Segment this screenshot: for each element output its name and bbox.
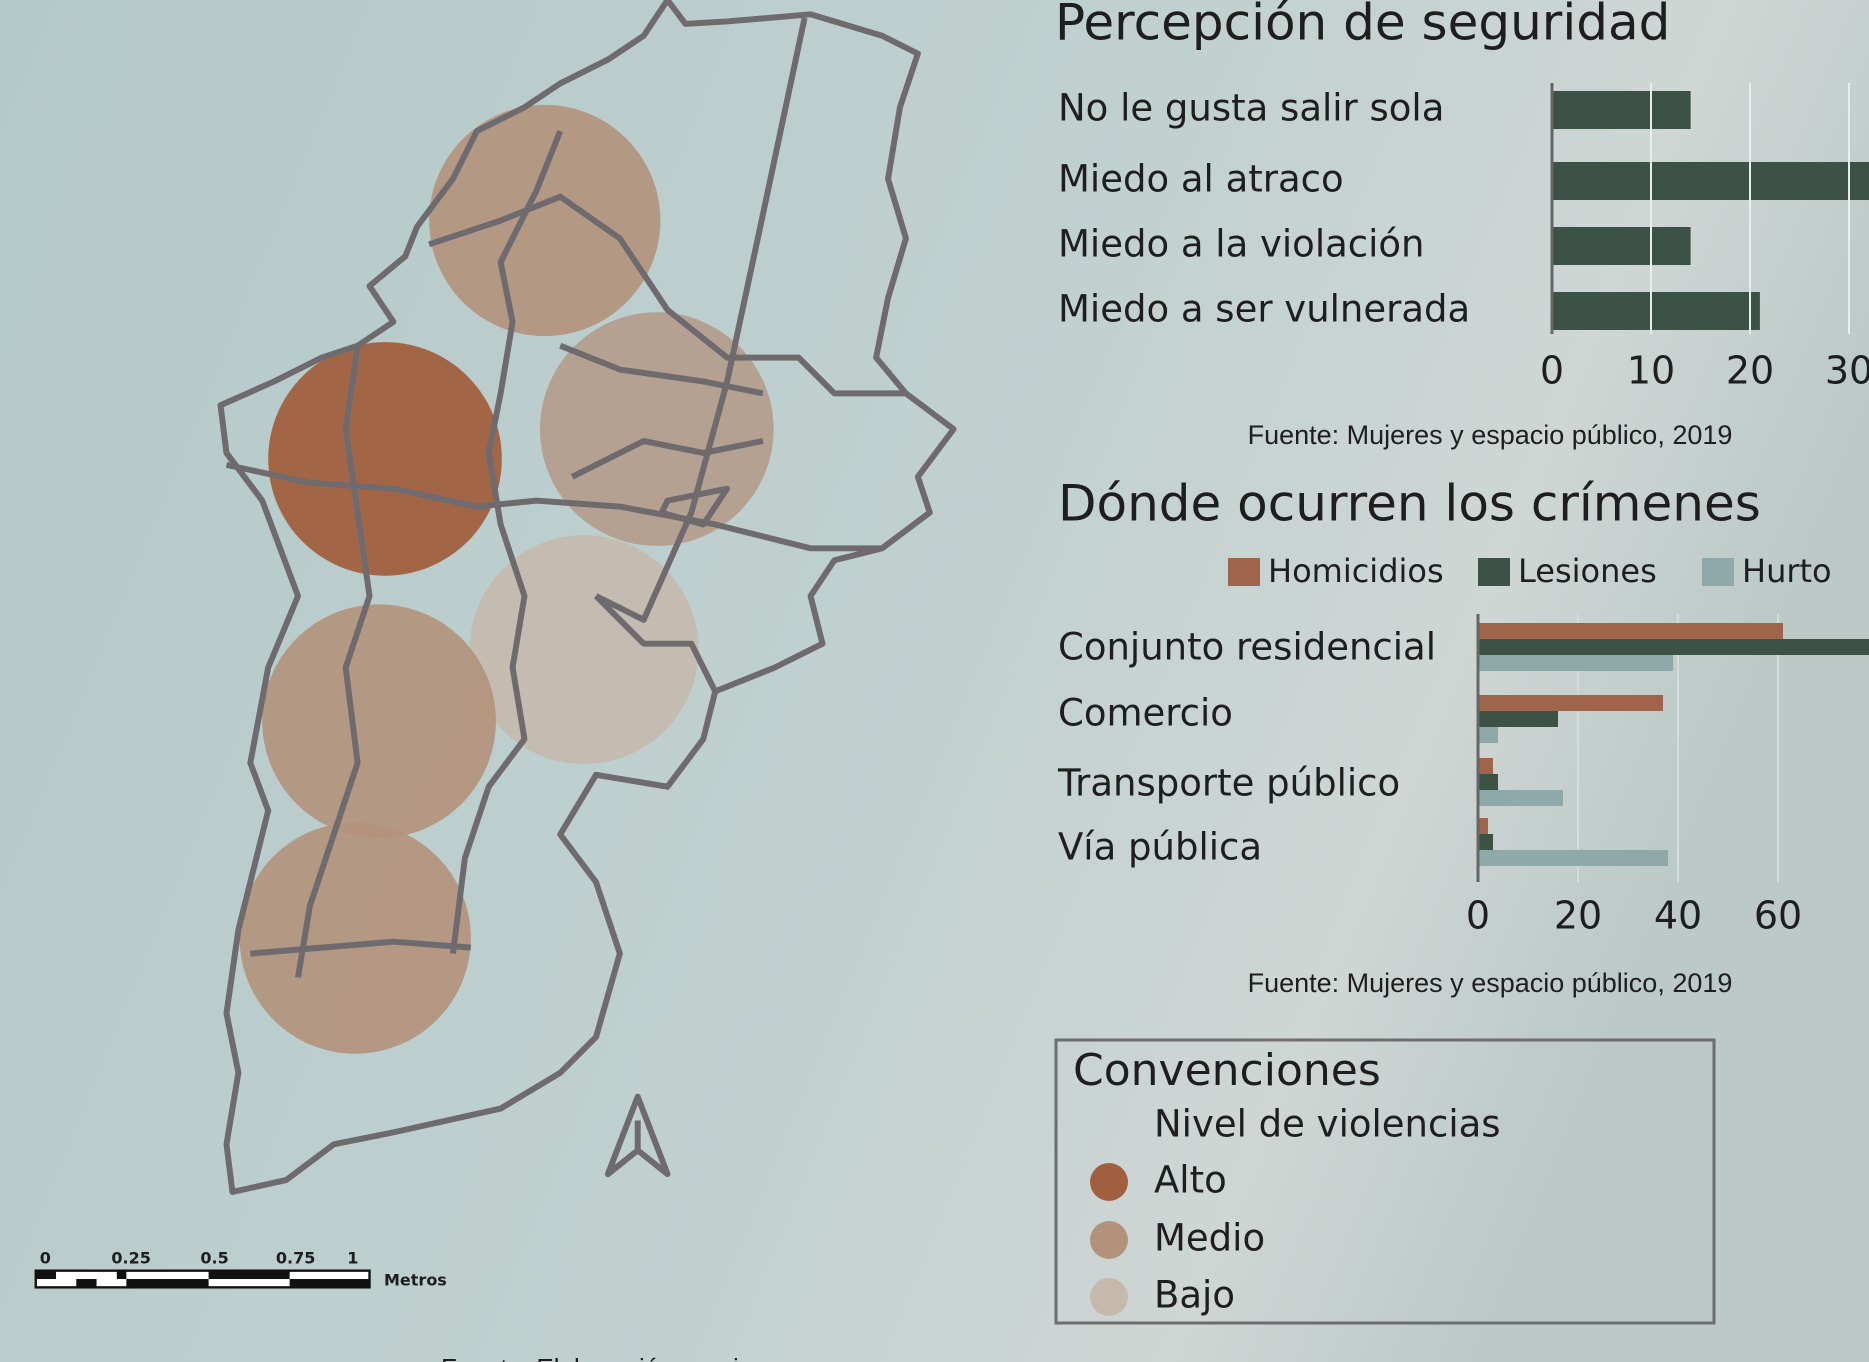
bar bbox=[1478, 774, 1498, 790]
district-outline bbox=[217, 0, 957, 1195]
bar bbox=[1478, 790, 1563, 806]
bar bbox=[1552, 292, 1760, 330]
chart-title: Dónde ocurren los crímenes bbox=[1058, 475, 1761, 533]
legend-label: Medio bbox=[1154, 1217, 1265, 1260]
legend-swatch bbox=[1478, 558, 1510, 586]
district-line bbox=[450, 130, 564, 954]
bar bbox=[1552, 91, 1691, 129]
district-line bbox=[559, 342, 764, 397]
bar bbox=[1478, 727, 1498, 743]
legend-label: Homicidios bbox=[1268, 552, 1444, 590]
category-label: Vía pública bbox=[1058, 826, 1262, 869]
scale-label: 1 bbox=[347, 1249, 358, 1268]
map bbox=[34, 0, 957, 1289]
x-tick-label: 60 bbox=[1754, 894, 1802, 938]
legend-swatch bbox=[1228, 558, 1260, 586]
violence-zone bbox=[262, 604, 496, 838]
bar bbox=[1478, 850, 1668, 866]
legend-dot bbox=[1090, 1163, 1128, 1201]
legend-label: Lesiones bbox=[1518, 552, 1657, 590]
scale-label: 0.5 bbox=[200, 1249, 228, 1268]
legend-swatch bbox=[1702, 558, 1734, 586]
category-label: Miedo a ser vulnerada bbox=[1058, 288, 1470, 331]
violence-zone bbox=[268, 342, 502, 576]
violence-zone bbox=[469, 535, 699, 765]
chart-source: Fuente: Mujeres y espacio público, 2019 bbox=[1248, 968, 1733, 998]
bar bbox=[1552, 227, 1691, 265]
x-tick-label: 40 bbox=[1654, 894, 1702, 938]
legend-label: Hurto bbox=[1742, 552, 1832, 590]
district-line bbox=[295, 345, 373, 978]
x-tick-label: 10 bbox=[1627, 349, 1675, 393]
chart-source: Fuente: Mujeres y espacio público, 2019 bbox=[1248, 420, 1733, 450]
legend-dot bbox=[1090, 1278, 1128, 1316]
category-label: Miedo al atraco bbox=[1058, 158, 1344, 201]
bar bbox=[1478, 655, 1673, 671]
legend-title: Convenciones bbox=[1073, 1045, 1381, 1096]
bar bbox=[1552, 162, 1869, 200]
scale-label: 0.75 bbox=[276, 1249, 315, 1268]
map-source: Fuente: Elaboración propia bbox=[441, 1353, 754, 1362]
category-label: No le gusta salir sola bbox=[1058, 87, 1444, 130]
category-label: Transporte público bbox=[1057, 762, 1400, 805]
district-line bbox=[250, 938, 472, 957]
legend-box bbox=[1054, 1038, 1716, 1325]
district-line bbox=[594, 17, 808, 623]
x-tick-label: 0 bbox=[1540, 349, 1564, 393]
district-line bbox=[570, 438, 764, 528]
x-tick-label: 20 bbox=[1726, 349, 1774, 393]
violence-zone bbox=[429, 104, 661, 337]
bar bbox=[1478, 695, 1663, 711]
category-label: Miedo a la violación bbox=[1058, 223, 1424, 266]
bar bbox=[1478, 623, 1783, 639]
x-tick-label: 20 bbox=[1554, 894, 1602, 938]
scale-label: 0 bbox=[40, 1249, 51, 1268]
category-label: Conjunto residencial bbox=[1058, 626, 1436, 669]
x-tick-label: 0 bbox=[1466, 894, 1490, 938]
legend-label: Alto bbox=[1154, 1159, 1227, 1202]
legend-label: Bajo bbox=[1154, 1274, 1235, 1317]
category-label: Comercio bbox=[1058, 692, 1233, 735]
bar bbox=[1478, 639, 1869, 655]
district-line bbox=[593, 593, 718, 693]
violence-zone bbox=[539, 312, 774, 546]
north-arrow bbox=[604, 1093, 671, 1178]
bar bbox=[1478, 834, 1493, 850]
bar bbox=[1478, 818, 1488, 834]
chart-title: Percepción de seguridad bbox=[1055, 0, 1670, 52]
district-line bbox=[428, 193, 906, 397]
scale-bar bbox=[34, 1269, 371, 1289]
x-tick-label: 30 bbox=[1825, 349, 1869, 393]
district-line bbox=[225, 461, 883, 552]
bar bbox=[1478, 758, 1493, 774]
bar bbox=[1478, 711, 1558, 727]
legend-dot bbox=[1090, 1221, 1128, 1259]
scale-label: 0.25 bbox=[111, 1249, 150, 1268]
scale-unit: Metros bbox=[384, 1271, 447, 1290]
violence-zone bbox=[239, 822, 471, 1054]
legend-subtitle: Nivel de violencias bbox=[1154, 1103, 1501, 1146]
